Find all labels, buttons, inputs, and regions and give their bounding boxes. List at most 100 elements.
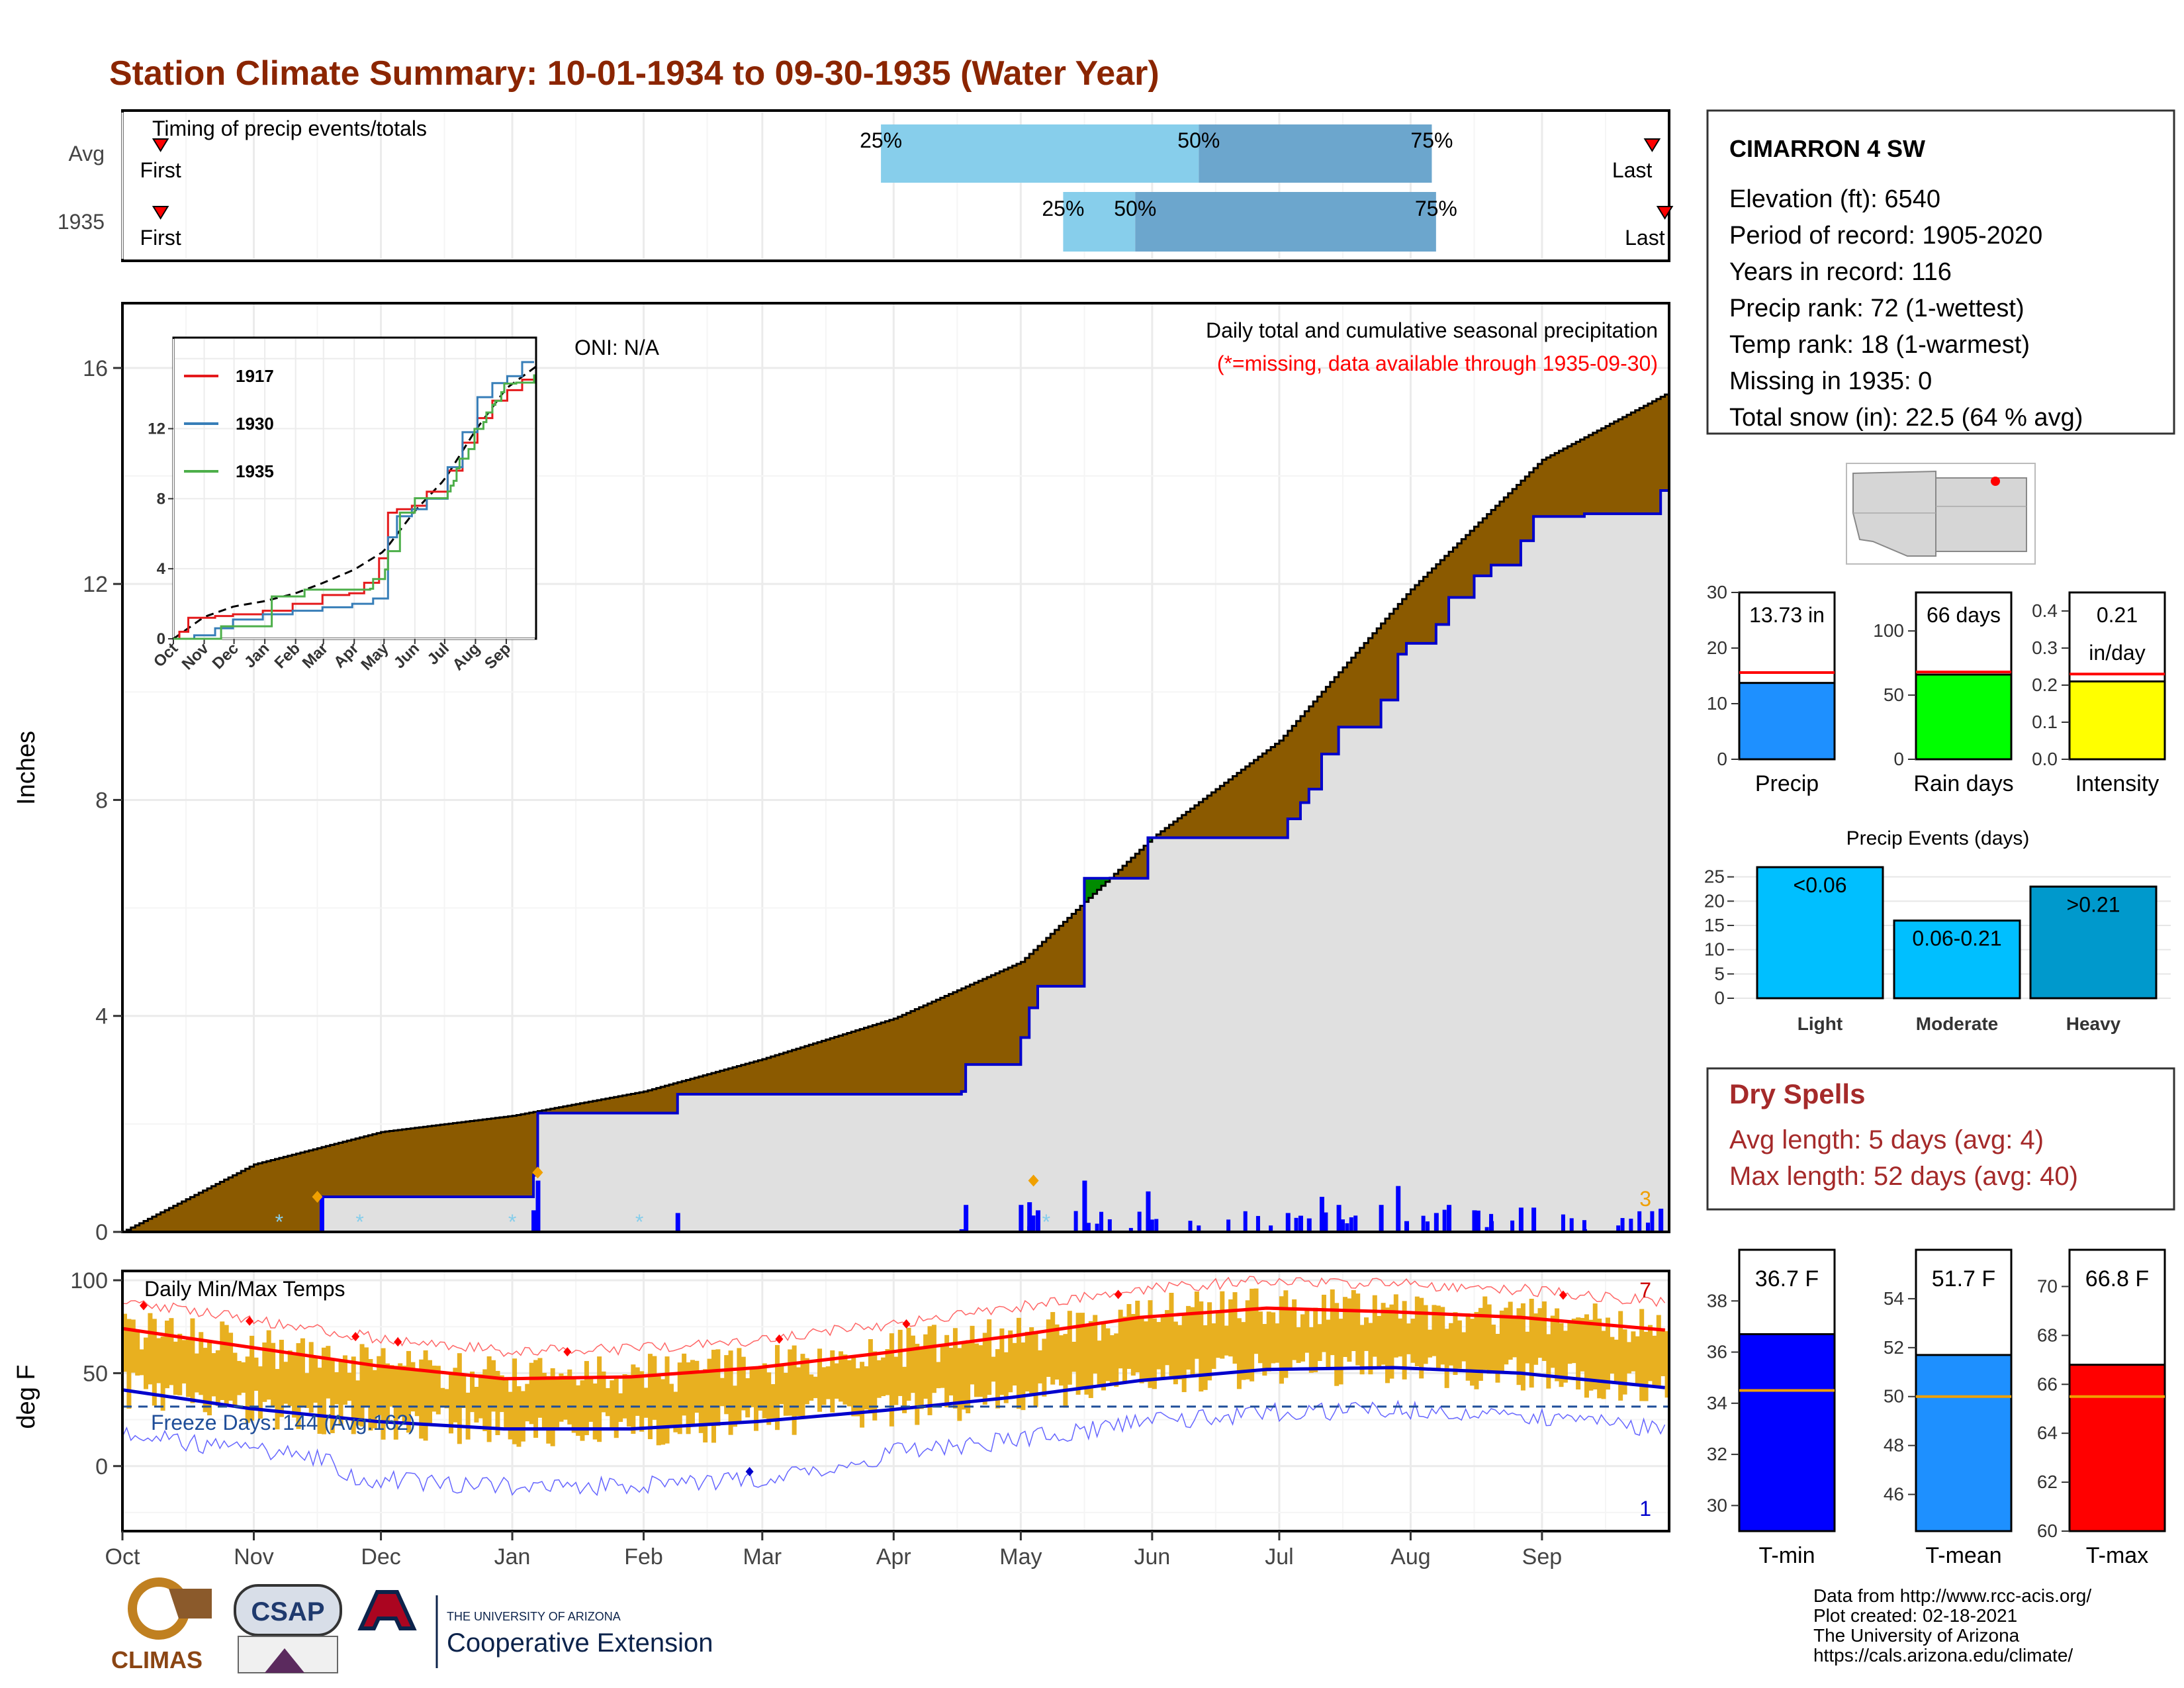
daily-temp-bar [1482, 1296, 1488, 1370]
events-category-label: Moderate [1916, 1013, 1998, 1034]
daily-temp-bar [804, 1358, 809, 1405]
inset-series-line [173, 374, 535, 640]
daily-precip-bar [1518, 1207, 1524, 1232]
daily-temp-bar [1245, 1300, 1250, 1380]
daily-temp-bar [1008, 1330, 1013, 1393]
daily-temp-bar [1576, 1317, 1581, 1390]
daily-temp-bar [1440, 1307, 1445, 1365]
events-bar [2029, 885, 2158, 1000]
daily-temp-bar [207, 1340, 212, 1416]
daily-temp-bar [846, 1360, 852, 1407]
daily-temp-bar [1122, 1316, 1128, 1383]
daily-temp-bar [1626, 1342, 1631, 1374]
daily-temp-bar [546, 1376, 551, 1444]
daily-temp-bar [1508, 1301, 1513, 1360]
timing-row-year-label: 1935 [58, 210, 105, 234]
daily-temp-bar [156, 1338, 161, 1383]
daily-temp-bar [1550, 1315, 1555, 1368]
daily-precip-bar [1472, 1210, 1477, 1232]
daily-temp-bar [749, 1368, 754, 1407]
temp-gauge-tick-label: 50 [1884, 1386, 1904, 1407]
precip-corner-count: 3 [1639, 1187, 1651, 1211]
daily-temp-bar [1097, 1340, 1102, 1386]
daily-temp-bar [317, 1368, 322, 1434]
daily-temp-bar [1194, 1291, 1199, 1359]
station-snow: Total snow (in): 22.5 (64 % avg) [1729, 404, 2083, 432]
daily-temp-bar [597, 1356, 602, 1442]
x-tick-label: Apr [876, 1544, 911, 1570]
temp-gauge-tick-label: 66 [2037, 1374, 2058, 1394]
daily-temp-bar [1152, 1318, 1157, 1389]
daily-temp-bar [957, 1348, 962, 1421]
daily-temp-bar [287, 1350, 293, 1407]
daily-temp-bar [970, 1325, 975, 1385]
daily-temp-bar [1571, 1319, 1576, 1364]
daily-temp-bar [1639, 1309, 1645, 1401]
daily-temp-bar [664, 1356, 670, 1444]
daily-temp-bar [1605, 1317, 1610, 1390]
daily-temp-bar [304, 1373, 310, 1409]
daily-temp-bar [1203, 1325, 1208, 1390]
x-tick-label: Dec [361, 1544, 400, 1570]
snow-marker: * [508, 1210, 516, 1234]
daily-temp-bar [410, 1362, 416, 1412]
daily-temp-bar [1465, 1313, 1471, 1381]
daily-temp-bar [1643, 1331, 1649, 1401]
precip-ylabel: Inches [13, 731, 40, 805]
gauge-tick-label: 0 [1893, 749, 1904, 769]
inset-legend-label: 1930 [236, 414, 274, 434]
daily-temp-bar [1635, 1336, 1640, 1386]
daily-temp-bar [563, 1376, 568, 1420]
daily-temp-bar [139, 1349, 144, 1376]
timing-bar-upper [1135, 192, 1436, 252]
daily-precip-bar [1569, 1218, 1574, 1232]
daily-temp-bar [1148, 1300, 1153, 1388]
daily-temp-bar [432, 1366, 437, 1412]
daily-temp-bar [813, 1376, 818, 1399]
gauge-tick-label: 0.0 [2032, 749, 2058, 769]
daily-precip-bar [1645, 1222, 1650, 1232]
daily-temp-bar [321, 1347, 326, 1434]
x-tick-label: Jul [1265, 1544, 1293, 1570]
inset-series-line [173, 378, 534, 640]
daily-temp-bar [677, 1362, 682, 1434]
daily-temp-bar [842, 1354, 848, 1405]
daily-precip-bar [1426, 1221, 1430, 1232]
daily-temp-bar [372, 1370, 377, 1429]
temp-gauge-bar [1915, 1354, 2013, 1532]
x-tick-label: Mar [743, 1544, 782, 1570]
daily-precip-bar [1099, 1211, 1104, 1232]
daily-temp-bar [673, 1391, 678, 1432]
inset-legend-label: 1917 [236, 366, 274, 386]
daily-temp-bar [1334, 1303, 1340, 1386]
daily-temp-bar [825, 1366, 831, 1399]
temp-ylabel: deg F [13, 1364, 40, 1429]
daily-temp-bar [1525, 1331, 1530, 1364]
daily-temp-bar [130, 1319, 136, 1373]
daily-temp-bar [419, 1359, 424, 1439]
daily-temp-bar [1402, 1301, 1407, 1380]
daily-temp-bar [1266, 1311, 1271, 1372]
daily-temp-bar [1584, 1314, 1589, 1398]
record-low-marker [745, 1467, 754, 1477]
daily-temp-bar [351, 1356, 356, 1434]
ua-top-text: THE UNIVERSITY OF ARIZONA [447, 1610, 621, 1623]
record-high-marker [1559, 1290, 1567, 1300]
daily-temp-bar [1588, 1319, 1594, 1391]
daily-temp-bar [224, 1325, 229, 1406]
daily-temp-bar [881, 1357, 886, 1397]
daily-temp-bar [1368, 1323, 1373, 1375]
events-tick-label: 15 [1704, 915, 1725, 935]
climas-logo: CLIMAS [111, 1577, 212, 1673]
daily-precip-bar [1345, 1223, 1349, 1232]
daily-temp-bar [257, 1366, 263, 1419]
temp-gauge-tick-label: 34 [1707, 1393, 1727, 1413]
temp-gauge-value-label: 51.7 F [1932, 1266, 1995, 1291]
daily-temp-bar [363, 1347, 369, 1407]
gauge-tick-label: 30 [1707, 582, 1727, 602]
daily-temp-bar [435, 1366, 441, 1415]
daily-temp-bar [1190, 1307, 1195, 1377]
daily-precip-bar [959, 1229, 964, 1232]
daily-temp-bar [232, 1352, 238, 1406]
